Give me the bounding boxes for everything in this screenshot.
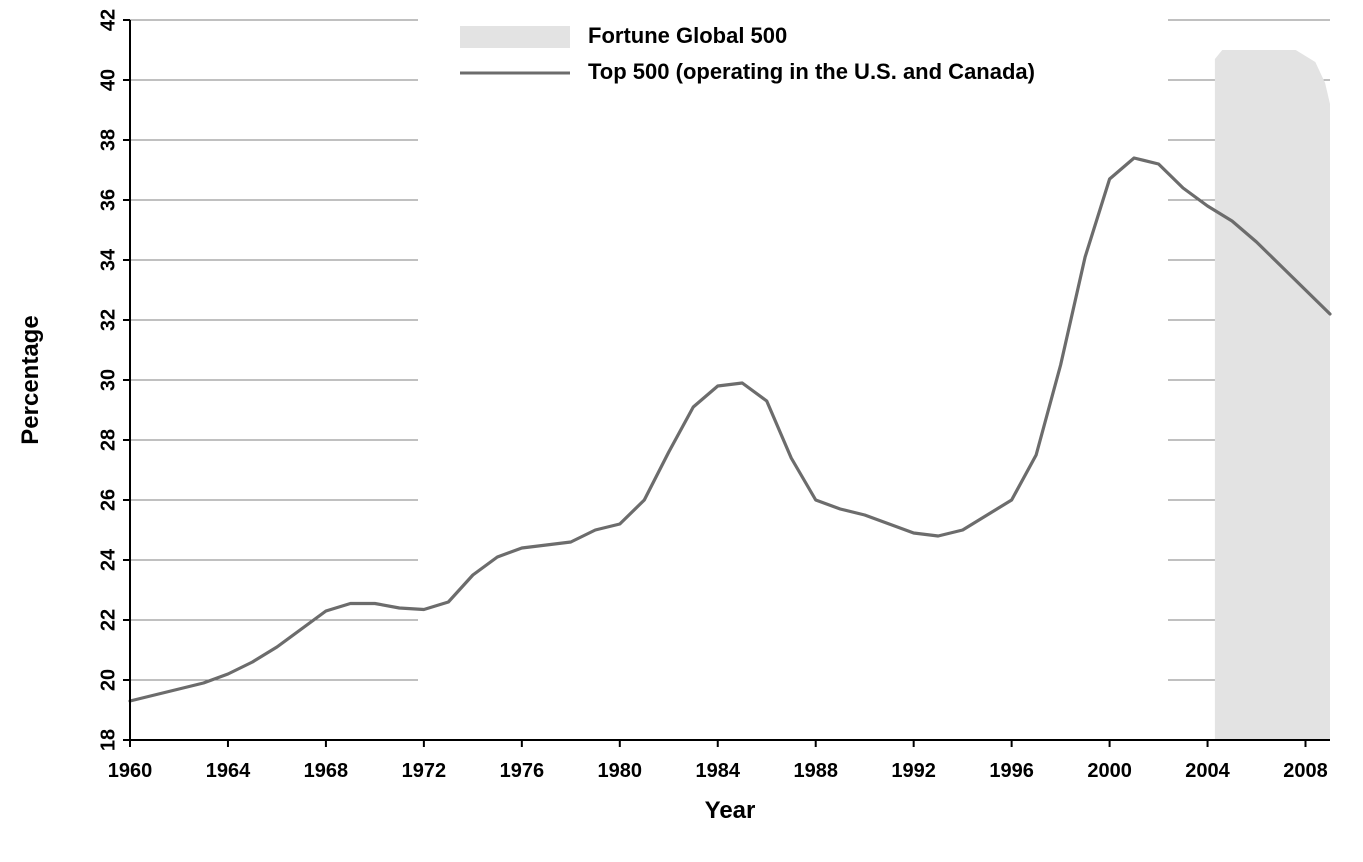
- y-tick-label: 30: [97, 369, 119, 391]
- y-tick-label: 34: [97, 248, 119, 271]
- y-tick-label: 32: [97, 309, 119, 331]
- area-fortune-global-500: [1215, 50, 1330, 740]
- line-chart: 18 20 22 24 26 28 30 32 34 36 38 40 42 1960 1964 1968 19…: [0, 0, 1363, 862]
- x-tick-label: 1980: [598, 760, 643, 782]
- x-tick-label: 1964: [206, 760, 251, 782]
- x-tick-label: 1984: [696, 760, 741, 782]
- x-tick-label: 2004: [1185, 760, 1230, 782]
- y-tick-label: 38: [97, 129, 119, 151]
- legend-swatch-area: [460, 26, 570, 48]
- y-tick-label: 42: [97, 9, 119, 31]
- y-tick-label: 22: [97, 609, 119, 631]
- legend-label: Top 500 (operating in the U.S. and Canad…: [588, 59, 1035, 84]
- y-tick-label: 26: [97, 489, 119, 511]
- x-tick-label: 1972: [402, 760, 447, 782]
- y-tick-label: 18: [97, 729, 119, 751]
- legend-label: Fortune Global 500: [588, 23, 787, 48]
- x-tick-label: 1996: [989, 760, 1034, 782]
- x-axis-label: Year: [705, 797, 756, 824]
- y-tick-label: 40: [97, 69, 119, 91]
- x-tick-label: 1968: [304, 760, 349, 782]
- y-tick-label: 24: [97, 548, 119, 571]
- x-tick-label: 1988: [793, 760, 838, 782]
- chart-svg: 18 20 22 24 26 28 30 32 34 36 38 40 42 1960 1964 1968 19…: [0, 0, 1363, 862]
- x-tick-label: 1992: [891, 760, 936, 782]
- y-tick-label: 28: [97, 429, 119, 451]
- x-tick-label: 2000: [1087, 760, 1132, 782]
- x-tick-label: 2008: [1283, 760, 1328, 782]
- x-tick-label: 1976: [500, 760, 545, 782]
- y-axis-label: Percentage: [17, 315, 44, 444]
- y-tick-label: 20: [97, 669, 119, 691]
- y-tick-label: 36: [97, 189, 119, 211]
- x-tick-label: 1960: [108, 760, 153, 782]
